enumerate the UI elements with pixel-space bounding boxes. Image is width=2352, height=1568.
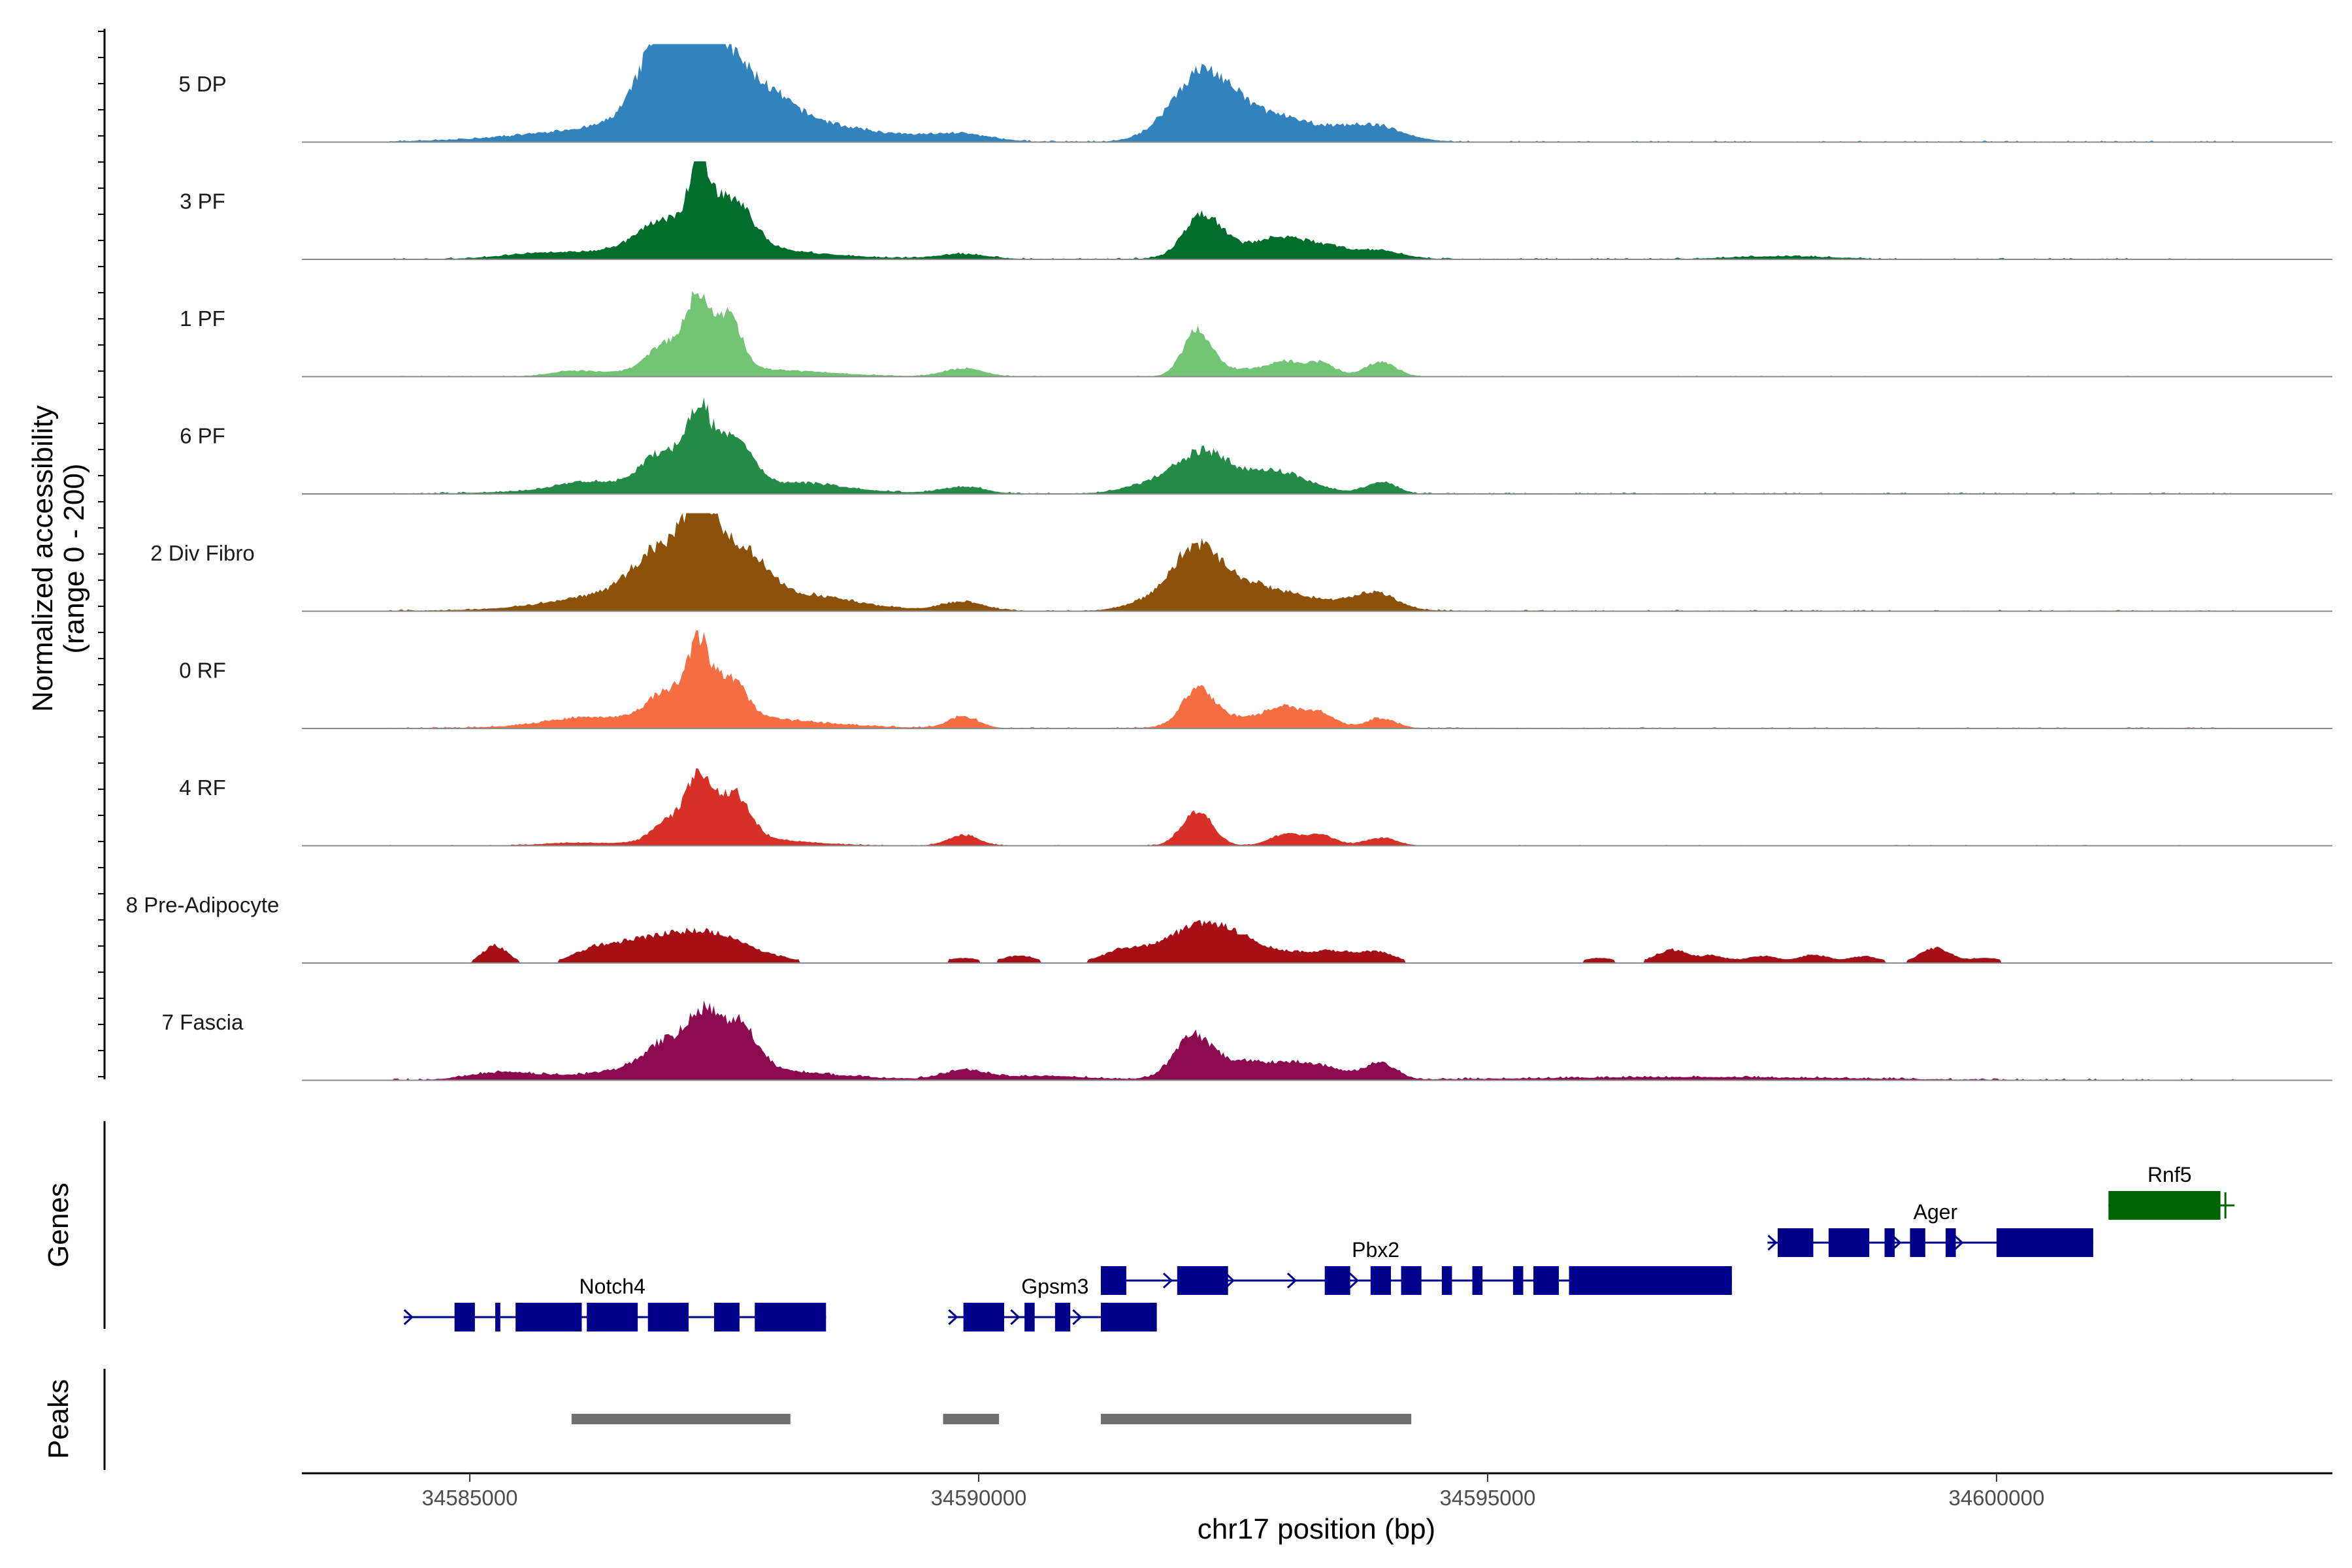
strand-arrow bbox=[1286, 1272, 1298, 1289]
track-5-dp: 5 DP bbox=[178, 44, 2332, 143]
x-tick-label: 34585000 bbox=[422, 1486, 518, 1510]
gene-label: Notch4 bbox=[579, 1275, 645, 1298]
gene-ager: Ager bbox=[1767, 1200, 2093, 1257]
exon bbox=[1401, 1266, 1422, 1295]
track-1-pf: 1 PF bbox=[180, 291, 2332, 378]
exon bbox=[1024, 1303, 1035, 1331]
track-label: 3 PF bbox=[180, 189, 225, 213]
coverage-area bbox=[388, 291, 2236, 377]
track-label: 4 RF bbox=[179, 776, 226, 800]
peaks-track bbox=[103, 1369, 1412, 1470]
track-2-div-fibro: 2 Div Fibro bbox=[150, 513, 2332, 612]
track-label: 2 Div Fibro bbox=[150, 541, 255, 565]
exon bbox=[1324, 1266, 1350, 1295]
coverage-area bbox=[388, 630, 2236, 728]
coverage-area bbox=[388, 44, 2236, 142]
strand-arrow bbox=[1767, 1234, 1778, 1251]
exon bbox=[1441, 1266, 1452, 1295]
strand-arrow bbox=[1891, 1234, 1902, 1251]
coverage-area bbox=[399, 920, 2236, 963]
x-axis-title: chr17 position (bp) bbox=[1198, 1513, 1435, 1545]
coverage-tracks: 5 DP 3 PF 1 PF 6 PF 2 Div Fibro 0 RF 4 RF 8 Pre… bbox=[126, 44, 2332, 1081]
gene-annotation-track: Notch4 Gpsm3 Pbx2 Ager Rnf5 bbox=[103, 1121, 2235, 1331]
coverage-area bbox=[388, 161, 2236, 259]
strand-arrow bbox=[1010, 1309, 1021, 1326]
x-tick-label: 34595000 bbox=[1440, 1486, 1536, 1510]
exon bbox=[1946, 1228, 1956, 1257]
track-7-fascia: 7 Fascia bbox=[162, 1000, 2332, 1081]
peak-region bbox=[571, 1414, 791, 1424]
gene-label: Gpsm3 bbox=[1021, 1275, 1088, 1298]
coverage-area bbox=[388, 513, 2236, 612]
strand-arrow bbox=[1072, 1309, 1083, 1326]
exon bbox=[1472, 1266, 1483, 1295]
exon bbox=[1828, 1228, 1870, 1257]
exon bbox=[587, 1303, 638, 1331]
exon bbox=[1370, 1266, 1391, 1295]
track-8-pre-adipocyte: 8 Pre-Adipocyte bbox=[126, 892, 2332, 964]
track-0-rf: 0 RF bbox=[179, 630, 2332, 729]
track-label: 8 Pre-Adipocyte bbox=[126, 892, 280, 917]
exon bbox=[647, 1303, 689, 1331]
exon bbox=[495, 1303, 500, 1331]
gene-pbx2: Pbx2 bbox=[1100, 1238, 1732, 1295]
gene-label: Ager bbox=[1914, 1200, 1958, 1224]
exon bbox=[1100, 1303, 1157, 1331]
exon bbox=[1777, 1228, 1814, 1257]
exon bbox=[2108, 1191, 2221, 1220]
x-axis: 34585000 34590000 34595000 34600000 bbox=[302, 1472, 2332, 1510]
track-label: 1 PF bbox=[180, 306, 225, 331]
gene-label: Pbx2 bbox=[1352, 1238, 1399, 1262]
exon bbox=[1910, 1228, 1925, 1257]
peak-region bbox=[943, 1414, 1000, 1424]
y-axis-range: (range 0 - 200) bbox=[58, 463, 90, 653]
strand-arrow bbox=[1348, 1272, 1360, 1289]
peaks-track-label: Peaks bbox=[42, 1379, 74, 1459]
x-tick-label: 34590000 bbox=[931, 1486, 1027, 1510]
y-axis-title: Normalized accessibility bbox=[27, 405, 59, 711]
exon bbox=[1177, 1266, 1228, 1295]
strand-arrow bbox=[1953, 1234, 1964, 1251]
exon bbox=[1996, 1228, 2093, 1257]
track-label: 6 PF bbox=[180, 423, 225, 448]
exon bbox=[515, 1303, 582, 1331]
exon bbox=[1569, 1266, 1732, 1295]
coverage-area bbox=[388, 768, 2236, 846]
exon bbox=[755, 1303, 826, 1331]
track-label: 5 DP bbox=[178, 72, 226, 96]
gene-notch4: Notch4 bbox=[403, 1275, 826, 1331]
gene-label: Rnf5 bbox=[2148, 1163, 2192, 1186]
strand-arrow bbox=[1162, 1272, 1173, 1289]
track-6-pf: 6 PF bbox=[180, 397, 2332, 495]
x-tick-label: 34600000 bbox=[1948, 1486, 2044, 1510]
strand-arrow bbox=[403, 1309, 414, 1326]
exon bbox=[1512, 1266, 1524, 1295]
y-axis bbox=[98, 29, 106, 1079]
peak-region bbox=[1100, 1414, 1412, 1424]
gene-gpsm3: Gpsm3 bbox=[948, 1275, 1157, 1331]
exon bbox=[1054, 1303, 1071, 1331]
genes-track-label: Genes bbox=[42, 1183, 74, 1267]
exon bbox=[963, 1303, 1004, 1331]
track-4-rf: 4 RF bbox=[179, 768, 2332, 847]
exon bbox=[1884, 1228, 1895, 1257]
coverage-area bbox=[388, 397, 2236, 494]
track-label: 7 Fascia bbox=[162, 1010, 244, 1034]
exon bbox=[713, 1303, 740, 1331]
coverage-area bbox=[388, 1000, 2236, 1081]
gene-rnf5: Rnf5 bbox=[2108, 1163, 2235, 1220]
strand-arrow bbox=[1224, 1272, 1235, 1289]
track-label: 0 RF bbox=[179, 658, 226, 682]
exon bbox=[454, 1303, 475, 1331]
exon bbox=[1100, 1266, 1126, 1295]
strand-arrow bbox=[948, 1309, 958, 1326]
exon bbox=[1533, 1266, 1559, 1295]
track-3-pf: 3 PF bbox=[180, 161, 2332, 260]
